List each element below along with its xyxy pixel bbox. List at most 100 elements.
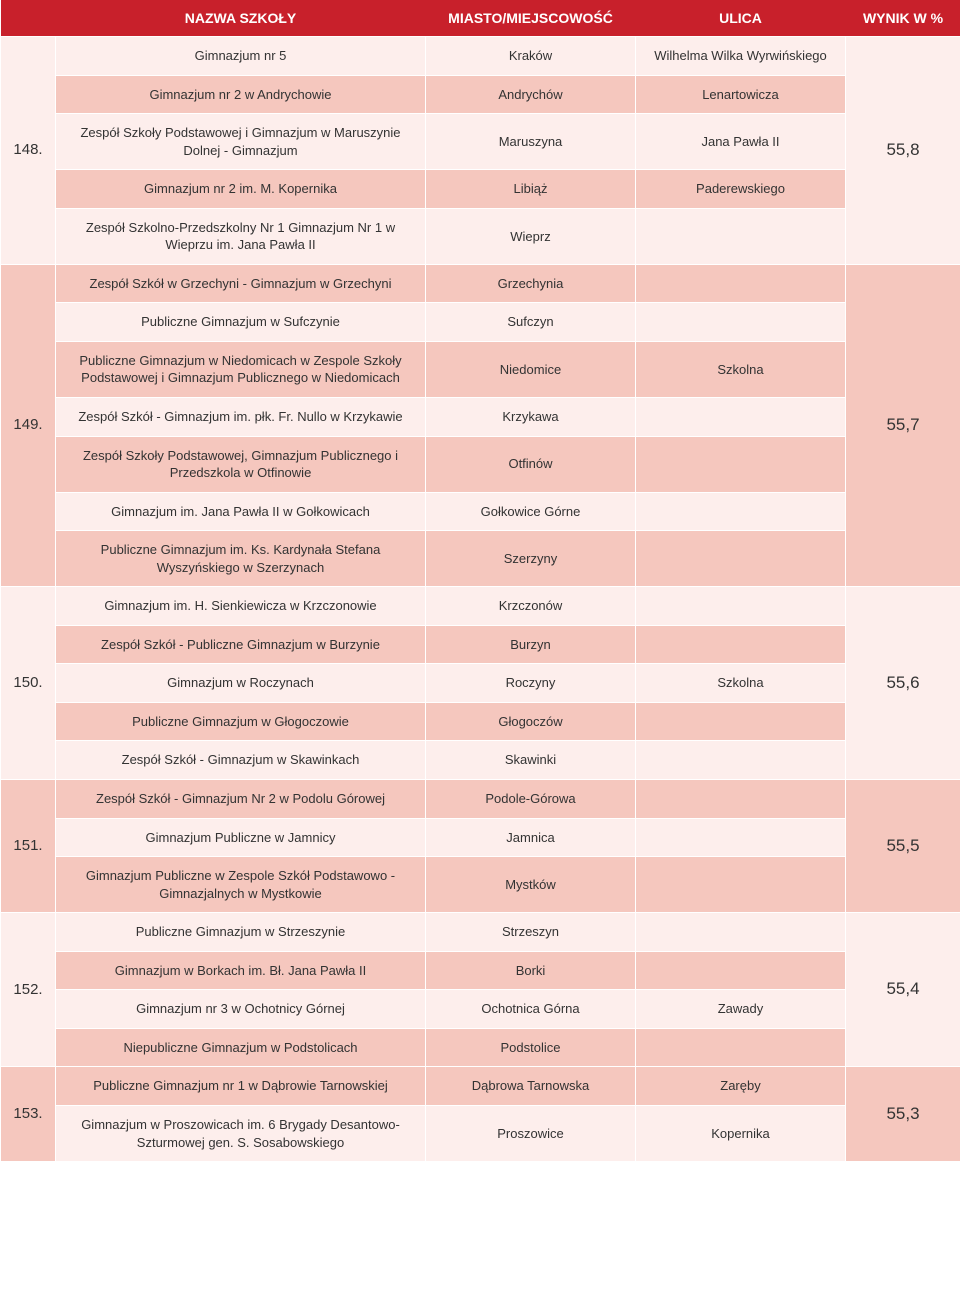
rank-cell: 149. (1, 264, 56, 586)
city-cell: Podstolice (426, 1028, 636, 1067)
city-cell: Podole-Górowa (426, 780, 636, 819)
table-row: Publiczne Gimnazjum im. Ks. Kardynała St… (1, 531, 960, 587)
school-cell: Gimnazjum im. Jana Pawła II w Gołkowicac… (56, 492, 426, 531)
header-school: NAZWA SZKOŁY (56, 0, 426, 37)
school-cell: Publiczne Gimnazjum w Strzeszynie (56, 913, 426, 952)
table-row: Zespół Szkolno-Przedszkolny Nr 1 Gimnazj… (1, 208, 960, 264)
score-cell: 55,8 (846, 37, 960, 265)
table-row: 150.Gimnazjum im. H. Sienkiewicza w Krzc… (1, 587, 960, 626)
street-cell (636, 436, 846, 492)
street-cell (636, 303, 846, 342)
street-cell (636, 702, 846, 741)
score-cell: 55,6 (846, 587, 960, 780)
city-cell: Dąbrowa Tarnowska (426, 1067, 636, 1106)
street-cell (636, 208, 846, 264)
school-cell: Gimnazjum nr 2 im. M. Kopernika (56, 170, 426, 209)
street-cell (636, 818, 846, 857)
school-cell: Gimnazjum w Borkach im. Bł. Jana Pawła I… (56, 951, 426, 990)
city-cell: Proszowice (426, 1105, 636, 1161)
table-row: Gimnazjum w Proszowicach im. 6 Brygady D… (1, 1105, 960, 1161)
street-cell (636, 398, 846, 437)
city-cell: Sufczyn (426, 303, 636, 342)
city-cell: Głogoczów (426, 702, 636, 741)
school-cell: Zespół Szkół w Grzechyni - Gimnazjum w G… (56, 264, 426, 303)
score-cell: 55,4 (846, 913, 960, 1067)
street-cell: Paderewskiego (636, 170, 846, 209)
city-cell: Krzykawa (426, 398, 636, 437)
school-cell: Zespół Szkół - Gimnazjum w Skawinkach (56, 741, 426, 780)
school-cell: Gimnazjum Publiczne w Jamnicy (56, 818, 426, 857)
city-cell: Skawinki (426, 741, 636, 780)
table-row: Zespół Szkoły Podstawowej, Gimnazjum Pub… (1, 436, 960, 492)
school-cell: Zespół Szkoły Podstawowej, Gimnazjum Pub… (56, 436, 426, 492)
header-city: MIASTO/MIEJSCOWOŚĆ (426, 0, 636, 37)
school-cell: Gimnazjum w Proszowicach im. 6 Brygady D… (56, 1105, 426, 1161)
school-cell: Gimnazjum w Roczynach (56, 664, 426, 703)
table-row: Publiczne Gimnazjum w GłogoczowieGłogocz… (1, 702, 960, 741)
street-cell: Zawady (636, 990, 846, 1029)
table-row: Gimnazjum Publiczne w JamnicyJamnica (1, 818, 960, 857)
school-cell: Gimnazjum nr 3 w Ochotnicy Górnej (56, 990, 426, 1029)
header-rank (1, 0, 56, 37)
table-row: 148.Gimnazjum nr 5KrakówWilhelma Wilka W… (1, 37, 960, 76)
street-cell (636, 625, 846, 664)
street-cell: Jana Pawła II (636, 114, 846, 170)
table-row: 149.Zespół Szkół w Grzechyni - Gimnazjum… (1, 264, 960, 303)
table-row: Publiczne Gimnazjum w Niedomicach w Zesp… (1, 341, 960, 397)
score-cell: 55,3 (846, 1067, 960, 1162)
table-row: Publiczne Gimnazjum w SufczynieSufczyn (1, 303, 960, 342)
street-cell (636, 587, 846, 626)
header-street: ULICA (636, 0, 846, 37)
street-cell: Wilhelma Wilka Wyrwińskiego (636, 37, 846, 76)
rank-cell: 148. (1, 37, 56, 265)
score-cell: 55,5 (846, 780, 960, 913)
rank-cell: 151. (1, 780, 56, 913)
table-row: Gimnazjum w Borkach im. Bł. Jana Pawła I… (1, 951, 960, 990)
school-cell: Publiczne Gimnazjum w Niedomicach w Zesp… (56, 341, 426, 397)
school-cell: Publiczne Gimnazjum w Głogoczowie (56, 702, 426, 741)
school-cell: Publiczne Gimnazjum im. Ks. Kardynała St… (56, 531, 426, 587)
city-cell: Gołkowice Górne (426, 492, 636, 531)
table-row: 151.Zespół Szkół - Gimnazjum Nr 2 w Podo… (1, 780, 960, 819)
rank-cell: 150. (1, 587, 56, 780)
street-cell (636, 531, 846, 587)
table-row: 152.Publiczne Gimnazjum w StrzeszynieStr… (1, 913, 960, 952)
school-cell: Gimnazjum im. H. Sienkiewicza w Krzczono… (56, 587, 426, 626)
street-cell (636, 264, 846, 303)
rank-cell: 153. (1, 1067, 56, 1162)
table-row: Gimnazjum nr 3 w Ochotnicy GórnejOchotni… (1, 990, 960, 1029)
score-cell: 55,7 (846, 264, 960, 586)
table-row: Gimnazjum Publiczne w Zespole Szkół Pods… (1, 857, 960, 913)
city-cell: Andrychów (426, 75, 636, 114)
street-cell (636, 492, 846, 531)
table-header: NAZWA SZKOŁY MIASTO/MIEJSCOWOŚĆ ULICA WY… (1, 0, 960, 37)
table-row: Gimnazjum w RoczynachRoczynySzkolna (1, 664, 960, 703)
city-cell: Borki (426, 951, 636, 990)
school-cell: Gimnazjum nr 2 w Andrychowie (56, 75, 426, 114)
city-cell: Burzyn (426, 625, 636, 664)
city-cell: Kraków (426, 37, 636, 76)
city-cell: Strzeszyn (426, 913, 636, 952)
city-cell: Otfinów (426, 436, 636, 492)
school-cell: Zespół Szkoły Podstawowej i Gimnazjum w … (56, 114, 426, 170)
school-cell: Niepubliczne Gimnazjum w Podstolicach (56, 1028, 426, 1067)
city-cell: Wieprz (426, 208, 636, 264)
school-cell: Gimnazjum nr 5 (56, 37, 426, 76)
street-cell: Zaręby (636, 1067, 846, 1106)
table-row: Niepubliczne Gimnazjum w PodstolicachPod… (1, 1028, 960, 1067)
street-cell (636, 857, 846, 913)
street-cell (636, 913, 846, 952)
school-cell: Publiczne Gimnazjum w Sufczynie (56, 303, 426, 342)
street-cell (636, 1028, 846, 1067)
city-cell: Maruszyna (426, 114, 636, 170)
school-cell: Zespół Szkół - Gimnazjum Nr 2 w Podolu G… (56, 780, 426, 819)
city-cell: Ochotnica Górna (426, 990, 636, 1029)
table-row: Zespół Szkół - Gimnazjum im. płk. Fr. Nu… (1, 398, 960, 437)
city-cell: Krzczonów (426, 587, 636, 626)
city-cell: Mystków (426, 857, 636, 913)
school-cell: Publiczne Gimnazjum nr 1 w Dąbrowie Tarn… (56, 1067, 426, 1106)
city-cell: Grzechynia (426, 264, 636, 303)
school-cell: Zespół Szkolno-Przedszkolny Nr 1 Gimnazj… (56, 208, 426, 264)
city-cell: Niedomice (426, 341, 636, 397)
table-row: Gimnazjum nr 2 w AndrychowieAndrychówLen… (1, 75, 960, 114)
